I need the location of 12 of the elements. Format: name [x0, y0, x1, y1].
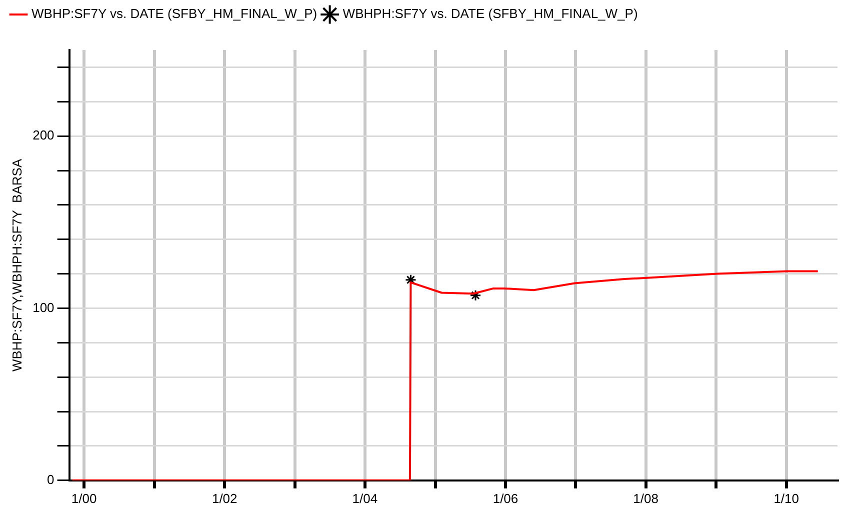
- y-tick-label: 100: [32, 300, 54, 315]
- y-axis-title: WBHP:SF7Y,WBHPH:SF7Y BARSA: [9, 158, 24, 372]
- y-tick-label: 200: [32, 128, 54, 143]
- legend-label: WBHP:SF7Y vs. DATE (SFBY_HM_FINAL_W_P): [32, 6, 318, 22]
- x-tick-label: 1/00: [71, 490, 97, 506]
- x-tick-label: 1/10: [774, 490, 800, 506]
- x-tick-label: 1/06: [492, 490, 518, 506]
- x-tick-label: 1/02: [212, 490, 238, 506]
- legend-label: WBHPH:SF7Y vs. DATE (SFBY_HM_FINAL_W_P): [342, 6, 638, 22]
- x-tick-label: 1/04: [352, 490, 378, 506]
- x-tick-label: 1/08: [633, 490, 658, 506]
- y-tick-label: 0: [47, 472, 54, 487]
